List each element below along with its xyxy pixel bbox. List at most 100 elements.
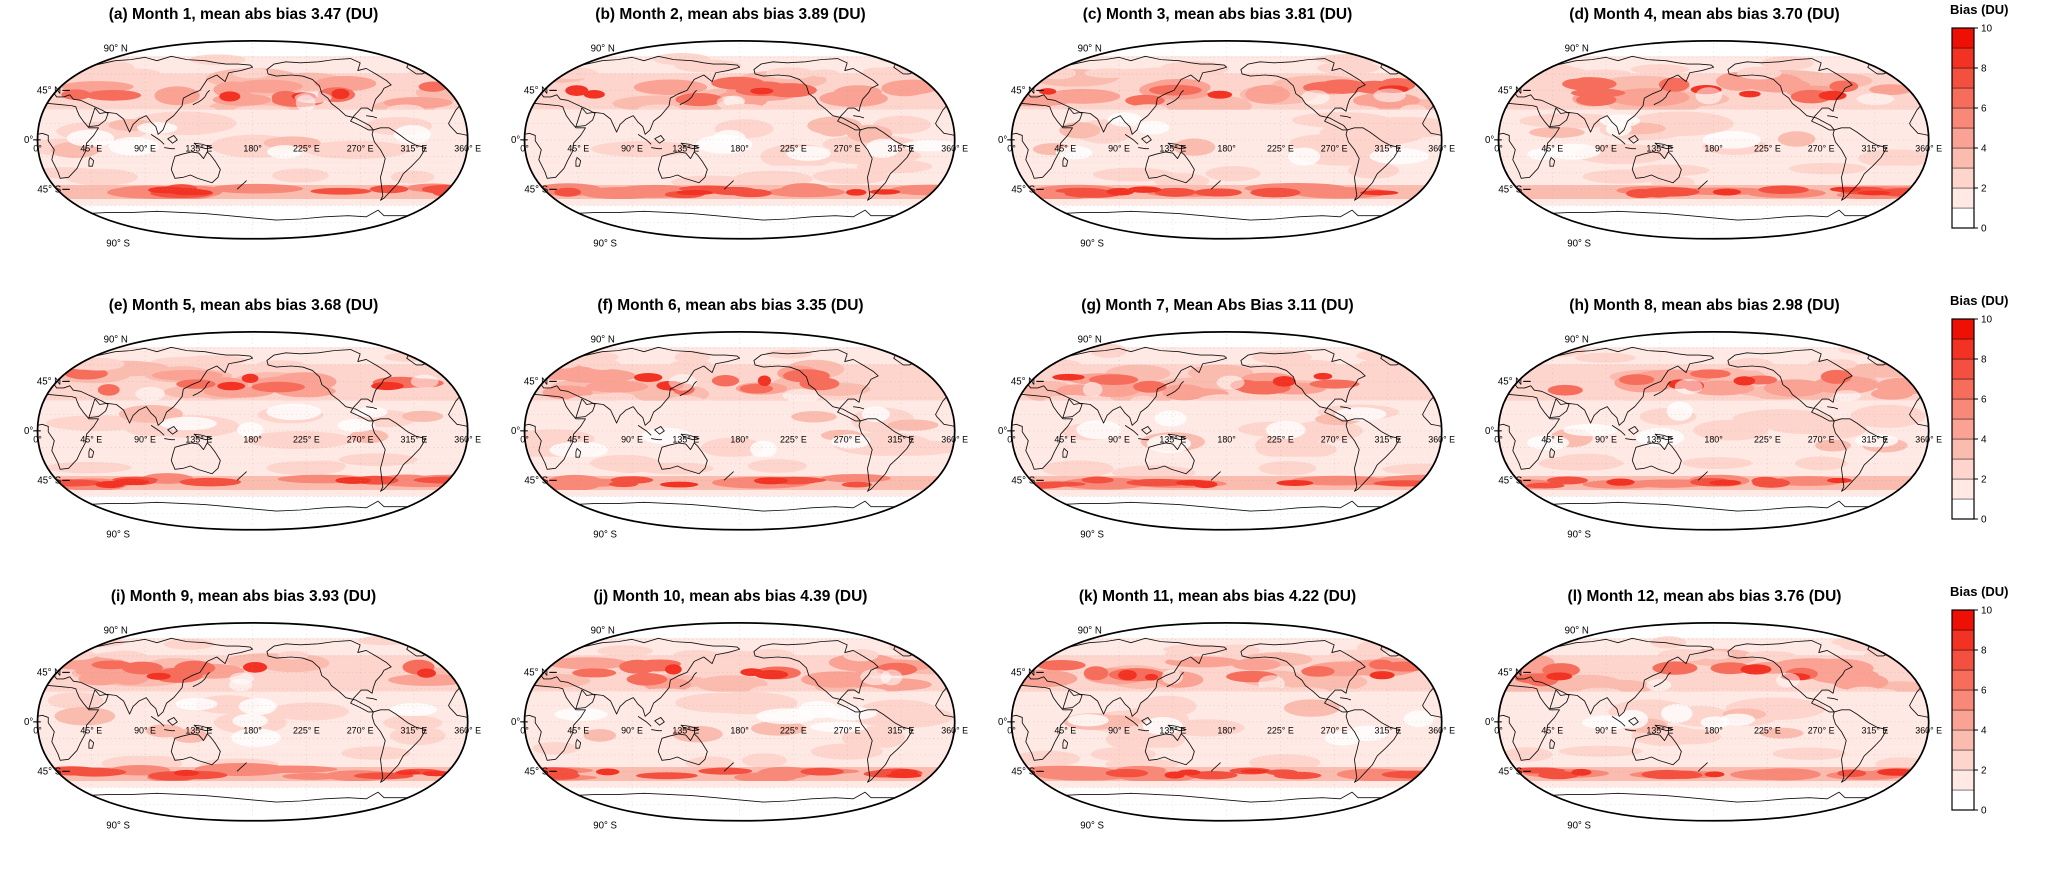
- colorbar-frame: [1951, 318, 1975, 520]
- map-panel-b: (b) Month 2, mean abs bias 3.89 (DU) 90°…: [487, 0, 974, 291]
- svg-text:45° N: 45° N: [1010, 86, 1034, 97]
- colorbar-tick-label: 8: [1981, 355, 1987, 366]
- svg-text:360° E: 360° E: [941, 435, 968, 445]
- colorbar-tick-label: 10: [1981, 24, 1993, 35]
- svg-text:180°: 180°: [730, 144, 749, 154]
- svg-text:270° E: 270° E: [833, 144, 860, 154]
- svg-text:270° E: 270° E: [346, 726, 373, 736]
- svg-text:315° E: 315° E: [1861, 144, 1888, 154]
- map-content: [1011, 40, 1442, 239]
- world-bias-map: 90° N 45° N 0° 45° S 90° S 0° 45° E 90° E 135° E…: [23, 622, 481, 832]
- svg-text:90° S: 90° S: [1080, 529, 1104, 540]
- lat-axis-labels: 90° N 45° N 0° 45° S 90° S: [510, 335, 616, 541]
- colorbar-scale: 0 2 4 6 8 10: [1951, 606, 1993, 817]
- panel-title: (d) Month 4, mean abs bias 3.70 (DU): [1569, 6, 1840, 23]
- world-bias-map: 90° N 45° N 0° 45° S 90° S 0° 45° E 90° E 135° E…: [1484, 622, 1942, 831]
- svg-text:0°: 0°: [23, 426, 32, 437]
- svg-text:0°: 0°: [1007, 435, 1016, 445]
- map-outline: [1497, 622, 1930, 822]
- map-outline: [523, 331, 956, 531]
- colorbar: Bias (DU) 0 2 4 6 8 10: [1948, 0, 2067, 291]
- svg-text:90° S: 90° S: [593, 820, 617, 831]
- coastlines: [37, 342, 468, 512]
- svg-text:90° S: 90° S: [1567, 529, 1591, 540]
- map-panel-k: (k) Month 11, mean abs bias 4.22 (DU) 90…: [974, 582, 1461, 873]
- svg-text:45° S: 45° S: [524, 476, 548, 487]
- svg-text:315° E: 315° E: [400, 435, 427, 445]
- svg-text:90° E: 90° E: [1595, 726, 1617, 736]
- map-outline: [523, 622, 956, 822]
- svg-text:270° E: 270° E: [1320, 144, 1347, 154]
- svg-text:45° E: 45° E: [1054, 435, 1076, 445]
- svg-text:225° E: 225° E: [292, 726, 319, 736]
- svg-text:270° E: 270° E: [1807, 435, 1834, 445]
- svg-text:225° E: 225° E: [1753, 144, 1780, 154]
- colorbar-label: Bias (DU): [1950, 293, 2009, 308]
- map-content: [1498, 622, 1929, 821]
- graticule: [37, 334, 468, 528]
- colorbar-tick-label: 8: [1981, 646, 1987, 657]
- svg-text:45° S: 45° S: [1498, 476, 1522, 487]
- svg-text:315° E: 315° E: [1374, 435, 1401, 445]
- svg-text:315° E: 315° E: [400, 726, 427, 736]
- svg-text:225° E: 225° E: [779, 435, 806, 445]
- svg-text:0°: 0°: [33, 144, 42, 154]
- lon-axis-labels: 0° 45° E 90° E 135° E 180° 225° E 270° E 315° E…: [1494, 435, 1942, 445]
- svg-text:180°: 180°: [243, 144, 262, 154]
- svg-text:45° N: 45° N: [523, 377, 547, 388]
- map-panel-i: (i) Month 9, mean abs bias 3.93 (DU) 90°…: [0, 582, 487, 873]
- svg-text:90° S: 90° S: [1080, 820, 1104, 831]
- svg-text:135° E: 135° E: [1646, 144, 1673, 154]
- map-panel-d: (d) Month 4, mean abs bias 3.70 (DU) 90°…: [1461, 0, 1948, 291]
- panel-title: (i) Month 9, mean abs bias 3.93 (DU): [110, 588, 377, 605]
- map-panel-l: (l) Month 12, mean abs bias 3.76 (DU) 90…: [1461, 582, 1948, 873]
- svg-text:360° E: 360° E: [1428, 144, 1455, 154]
- svg-text:0°: 0°: [33, 726, 42, 736]
- svg-text:45° S: 45° S: [1498, 767, 1522, 778]
- graticule: [37, 625, 468, 819]
- svg-text:0°: 0°: [510, 717, 519, 728]
- lon-axis-labels: 0° 45° E 90° E 135° E 180° 225° E 270° E 315° E…: [520, 435, 968, 445]
- svg-text:180°: 180°: [1704, 435, 1723, 445]
- colorbar-tick-label: 0: [1981, 224, 1987, 235]
- svg-text:315° E: 315° E: [1861, 726, 1888, 736]
- svg-text:90° S: 90° S: [593, 238, 617, 249]
- svg-text:90° S: 90° S: [1567, 820, 1591, 831]
- svg-text:0°: 0°: [1484, 135, 1493, 146]
- svg-text:270° E: 270° E: [346, 144, 373, 154]
- world-bias-map: 90° N 45° N 0° 45° S 90° S 0° 45° E 90° E 135° E…: [1484, 40, 1942, 249]
- svg-text:45° E: 45° E: [80, 144, 102, 154]
- svg-text:0°: 0°: [997, 135, 1006, 146]
- svg-text:225° E: 225° E: [1266, 726, 1293, 736]
- svg-text:315° E: 315° E: [1374, 726, 1401, 736]
- map-outline: [1497, 40, 1930, 240]
- svg-text:135° E: 135° E: [185, 726, 212, 736]
- svg-text:0°: 0°: [1484, 426, 1493, 437]
- svg-text:45° E: 45° E: [1541, 726, 1563, 736]
- svg-text:135° E: 135° E: [672, 726, 699, 736]
- panel-title: (l) Month 12, mean abs bias 3.76 (DU): [1567, 588, 1842, 605]
- svg-text:180°: 180°: [1217, 435, 1236, 445]
- svg-text:90° N: 90° N: [590, 44, 614, 55]
- svg-text:90° N: 90° N: [1077, 44, 1101, 55]
- svg-text:90° E: 90° E: [1108, 726, 1130, 736]
- svg-text:0°: 0°: [520, 435, 529, 445]
- colorbar-label: Bias (DU): [1950, 584, 2009, 599]
- svg-text:45° N: 45° N: [1497, 377, 1521, 388]
- map-outline: [523, 40, 956, 240]
- map-panel-h: (h) Month 8, mean abs bias 2.98 (DU) 90°…: [1461, 291, 1948, 582]
- coastlines: [1011, 633, 1442, 803]
- svg-text:270° E: 270° E: [346, 435, 373, 445]
- svg-text:45° E: 45° E: [80, 726, 102, 736]
- svg-text:270° E: 270° E: [1320, 726, 1347, 736]
- graticule: [37, 43, 468, 237]
- map-panel-a: (a) Month 1, mean abs bias 3.47 (DU) 90°…: [0, 0, 487, 291]
- svg-text:360° E: 360° E: [1915, 435, 1942, 445]
- lon-axis-labels: 0° 45° E 90° E 135° E 180° 225° E 270° E 315° E…: [520, 144, 968, 154]
- svg-text:45° E: 45° E: [567, 435, 589, 445]
- colorbar-tick-label: 6: [1981, 104, 1987, 115]
- svg-text:90° N: 90° N: [103, 626, 127, 637]
- map-outline: [36, 622, 469, 822]
- lat-axis-labels: 90° N 45° N 0° 45° S 90° S: [23, 626, 129, 832]
